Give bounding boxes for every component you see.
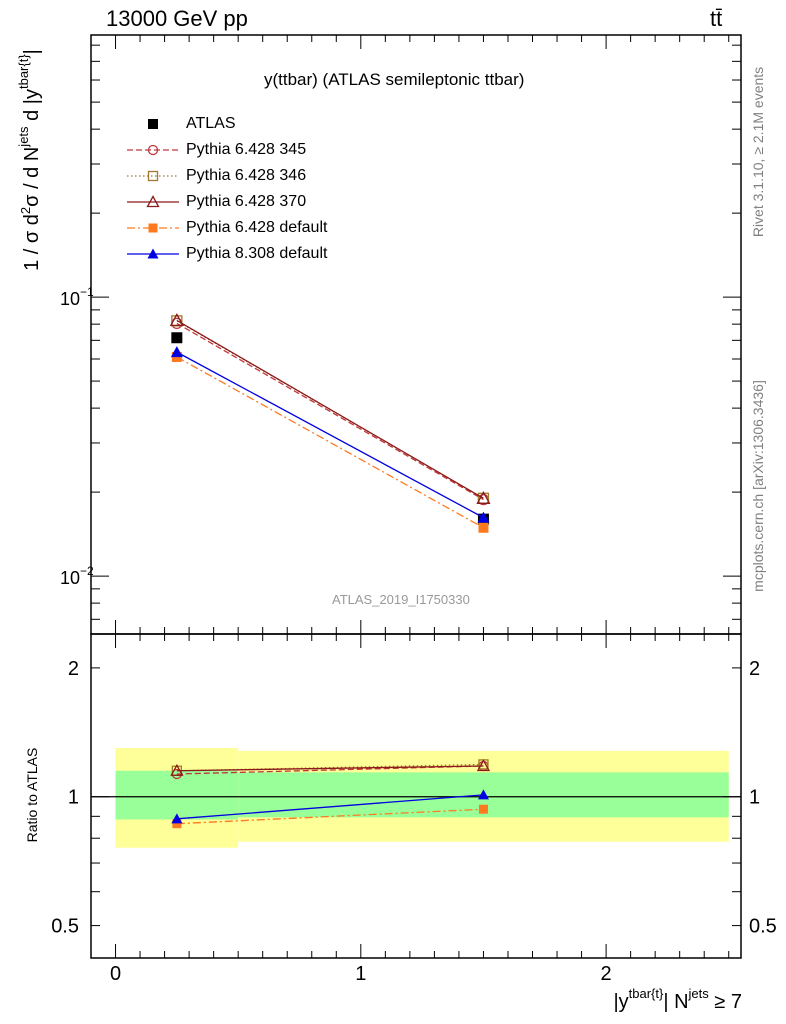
- x-tick-label-2: 2: [601, 963, 612, 985]
- ratio-ytick-label-left-0: 2: [68, 658, 79, 680]
- ratio-line-3: [176, 808, 484, 825]
- legend-label-2: Pythia 6.428 346: [186, 167, 307, 184]
- x-tick-label-0: 0: [110, 963, 121, 985]
- y-axis-label-top: 1 / σ d2σ / d Njets d |ytbar{t}|: [16, 49, 43, 271]
- legend-marker-3: [146, 195, 160, 208]
- ratio-point-4-0: [171, 813, 183, 824]
- series-line-5: [176, 351, 484, 519]
- ratio-line-1: [176, 763, 484, 772]
- legend-label-5: Pythia 8.308 default: [186, 245, 328, 262]
- x-axis-label: |ytbar{t}| Njets ≥ 7: [613, 986, 742, 1013]
- ratio-point-2-1: [476, 759, 491, 772]
- legend-label-1: Pythia 6.428 345: [186, 141, 307, 158]
- ratio-line-2: [176, 765, 484, 772]
- legend-label-4: Pythia 6.428 default: [186, 219, 328, 236]
- data-point-4-1: [478, 522, 489, 533]
- ratio-line-4: [176, 794, 484, 820]
- ratio-point-3-1: [478, 804, 488, 814]
- legend-label-0: ATLAS: [186, 115, 236, 132]
- top-ytick-label-1: 10−2: [60, 564, 94, 588]
- x-tick-label-1: 1: [355, 963, 366, 985]
- top-ytick-label-0: 10−1: [60, 285, 94, 309]
- top-panel-frame: [90, 34, 742, 635]
- ratio-ytick-label-right-0: 2: [749, 658, 760, 680]
- series-line-4: [176, 356, 484, 529]
- data-point-0-0: [171, 332, 183, 344]
- legend-marker-2: [147, 170, 159, 182]
- header-left: 13000 GeV pp: [106, 6, 248, 31]
- ratio-ytick-label-left-1: 1: [68, 787, 79, 809]
- series-line-3: [176, 319, 484, 499]
- ratio-ytick-label-left-2: 0.5: [51, 916, 79, 938]
- ratio-point-3-0: [172, 819, 182, 829]
- data-point-5-0: [170, 346, 183, 358]
- ratio-point-4-1: [477, 789, 489, 800]
- header-right: tt̄: [710, 6, 723, 31]
- ratio-point-2-0: [170, 763, 184, 776]
- legend-marker-0: [148, 119, 158, 129]
- legend-marker-1: [147, 144, 159, 156]
- data-point-3-1: [476, 490, 491, 504]
- plot-title: y(ttbar) (ATLAS semileptonic ttbar): [264, 70, 525, 89]
- data-point-5-1: [477, 511, 490, 523]
- ratio-ytick-label-right-2: 0.5: [749, 916, 777, 938]
- series-line-1: [176, 322, 484, 501]
- watermark: ATLAS_2019_I1750330: [332, 592, 470, 607]
- data-point-3-0: [169, 313, 184, 327]
- legend-label-3: Pythia 6.428 370: [186, 193, 307, 210]
- bottom-panel-frame: [90, 633, 742, 959]
- legend-marker-4: [148, 223, 158, 233]
- y-axis-label-bottom: Ratio to ATLAS: [24, 748, 40, 843]
- ratio-ytick-label-right-1: 1: [749, 787, 760, 809]
- legend-marker-5: [147, 248, 159, 259]
